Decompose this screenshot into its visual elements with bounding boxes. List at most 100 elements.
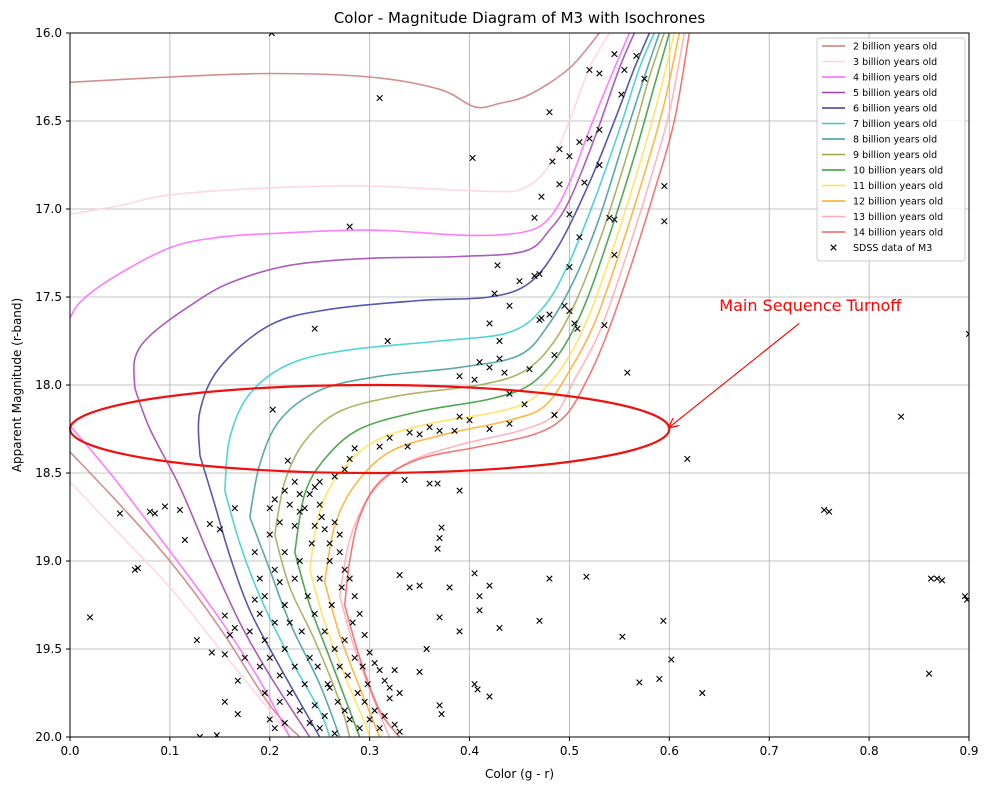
y-tick-label: 20.0 [35,730,62,744]
sdss-star-marker [231,505,239,512]
sdss-star-marker [476,593,483,600]
sdss-star-marker [474,686,481,693]
sdss-star-marker [531,272,538,280]
sdss-star-marker [965,330,969,338]
sdss-star-marker [281,645,288,653]
sdss-star-marker [281,601,288,609]
x-tick-label: 0.8 [860,744,879,758]
sdss-star-marker [469,154,476,162]
sdss-star-marker [281,487,288,494]
sdss-star-marker [266,505,273,512]
isochrone-11-gyr-lower [308,569,371,737]
sdss-star-marker [933,575,941,582]
sdss-star-marker [521,401,528,408]
sdss-star-marker [296,707,303,714]
sdss-star-marker [624,369,631,376]
sdss-star-marker [436,702,443,709]
sdss-star-marker [596,126,603,133]
sdss-star-marker [496,355,503,362]
sdss-star-marker [246,628,253,635]
sdss-star-marker [354,689,361,697]
sdss-star-marker [551,411,558,419]
sdss-star-marker [308,540,315,547]
isochrone-14-gyr [343,33,691,606]
sdss-star-marker [336,663,343,670]
sdss-star-marker [338,584,345,591]
sdss-star-marker [486,582,493,589]
y-tick-label: 18.5 [35,466,62,480]
sdss-star-marker [356,725,363,732]
sdss-star-marker [371,707,378,714]
sdss-star-marker [326,557,333,565]
sdss-star-marker [208,649,216,656]
sdss-star-marker [193,637,201,644]
sdss-star-marker [316,575,323,582]
sdss-star-marker [556,145,563,153]
isochrone-10-gyr [294,33,671,553]
sdss-star-marker [284,457,291,464]
x-tick-label: 0.9 [959,744,978,758]
sdss-star-marker [416,431,423,438]
sdss-star-marker [281,549,288,556]
sdss-star-marker [546,575,553,582]
sdss-star-marker [286,689,293,697]
sdss-star-marker [213,732,221,737]
legend-entry-label: SDSS data of M3 [853,243,932,254]
x-tick-label: 0.1 [160,744,179,758]
x-tick-label: 0.0 [60,744,79,758]
sdss-star-marker [286,501,293,508]
sdss-star-marker [396,728,403,735]
sdss-star-marker [376,443,383,450]
sdss-star-marker [536,617,543,625]
sdss-star-marker [311,483,318,491]
sdss-star-marker [318,513,325,521]
sdss-star-marker [506,302,513,309]
sdss-star-marker [376,666,383,674]
sdss-star-marker [366,649,373,656]
sdss-star-marker [221,651,229,658]
y-tick-label: 17.0 [35,202,62,216]
sdss-star-marker [621,66,628,74]
isochrone-12-gyr [323,33,681,583]
sdss-star-marker [546,311,553,318]
sdss-star-marker [538,314,545,322]
sdss-star-marker [216,526,224,533]
sdss-star-marker [261,689,268,697]
sdss-star-marker [384,337,391,345]
sdss-star-marker [561,302,568,309]
sdss-star-marker [266,654,273,661]
sdss-star-marker [546,109,553,116]
isochrone-curves [70,33,691,737]
legend-box [816,37,966,262]
x-axis-ticks: 0.0 0.1 0.2 0.3 0.4 0.5 0.6 0.7 0.8 0.9 [60,737,979,758]
sdss-star-marker [291,575,298,582]
sdss-star-marker [618,91,625,98]
sdss-star-marker [316,478,323,485]
sdss-star-marker [820,506,828,514]
sdss-star-marker [668,656,675,663]
sdss-star-marker [583,573,590,581]
sdss-star-marker [331,519,338,526]
y-tick-label: 16.0 [35,26,62,40]
isochrone-6-gyr-lower [199,455,321,737]
sdss-star-marker [423,645,430,653]
sdss-star-marker [196,733,204,737]
legend-entry-label: 12 billion years old [853,197,943,208]
sdss-star-marker [321,628,328,635]
sdss-star-marker [476,607,483,614]
sdss-star-marker [486,693,493,700]
turnoff-annotation: Main Sequence Turnoff [719,296,902,315]
x-tick-label: 0.2 [260,744,279,758]
sdss-star-marker [291,663,298,670]
sdss-star-marker [416,668,423,676]
sdss-star-marker [586,66,593,74]
isochrone-3-gyr [70,33,611,216]
sdss-star-marker [306,719,313,727]
sdss-star-marker [386,695,393,702]
sdss-star-marker [359,663,366,670]
sdss-star-marker [486,425,493,433]
sdss-star-marker [451,427,458,434]
sdss-star-marker [341,566,348,573]
sdss-star-marker [436,614,443,621]
sdss-star-marker [391,666,398,674]
